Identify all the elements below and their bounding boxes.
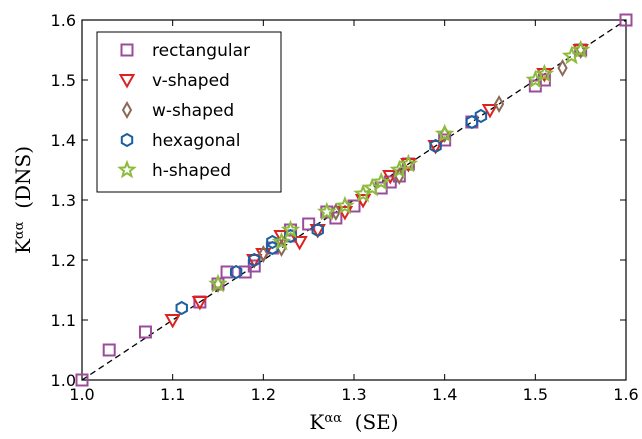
hexagonal-point	[284, 228, 297, 244]
w-shaped-point	[258, 244, 269, 264]
legend-label: w-shaped	[152, 101, 234, 121]
w-shaped-point	[493, 94, 505, 114]
legend-item-rectangular: rectangular	[120, 41, 250, 61]
x-tick-label: 1.4	[432, 385, 457, 404]
hexagonal-point	[248, 252, 261, 268]
y-tick-label: 1.4	[51, 131, 76, 150]
w-shaped-point	[276, 238, 287, 258]
y-tick-label: 1.0	[51, 371, 76, 390]
rectangular-point	[138, 325, 152, 339]
x-tick-label: 1.1	[160, 385, 185, 404]
h-shaped-point	[570, 39, 591, 59]
h-shaped-point	[371, 171, 391, 191]
legend-item-w-shaped: w-shaped	[121, 100, 234, 121]
hexagonal-point	[229, 264, 243, 280]
series-hexagonal	[175, 108, 488, 316]
x-tick-label: 1.0	[69, 385, 94, 404]
v-shaped-point	[382, 170, 399, 185]
h-shaped-point	[280, 219, 301, 239]
rectangular-point	[220, 265, 234, 279]
v-shaped-point	[481, 104, 499, 119]
hexagonal-point	[429, 138, 442, 154]
y-tick-label: 1.3	[51, 191, 76, 210]
hexagonal-point	[474, 108, 488, 124]
x-tick-label: 1.3	[341, 385, 366, 404]
rectangular-point	[102, 343, 116, 357]
h-shaped-point	[317, 201, 337, 221]
h-shaped-legend-marker	[117, 159, 137, 179]
hexagonal-legend-marker	[120, 132, 134, 148]
rectangular-legend-marker	[120, 43, 134, 57]
hexagonal-point	[311, 222, 324, 238]
v-shaped-point	[336, 206, 354, 221]
y-axis-label: Kαα (DNS)	[11, 146, 35, 254]
rectangular-point	[619, 13, 633, 27]
axis-ticks: 1.0 1.1 1.2 1.3 1.4 1.5 1.6 1.0 1.1 1.2 1.3 1.4 1.5 1…	[51, 11, 639, 404]
y-tick-label: 1.5	[51, 71, 76, 90]
h-shaped-point	[534, 63, 555, 83]
legend-label: v-shaped	[152, 71, 230, 91]
legend: rectangular v-shaped w-shaped hexagonal h-sh…	[96, 31, 282, 193]
hexagonal-point	[175, 300, 188, 316]
x-axis-label: Kαα (SE)	[309, 410, 398, 434]
w-shaped-point	[557, 58, 568, 78]
legend-label: h-shaped	[152, 161, 231, 181]
rectangular-point	[247, 259, 261, 273]
legend-item-h-shaped: h-shaped	[117, 159, 231, 181]
y-tick-label: 1.1	[51, 311, 76, 330]
v-shaped-point	[191, 296, 209, 311]
rectangular-point	[75, 373, 89, 387]
x-tick-label: 1.6	[613, 385, 638, 404]
h-shaped-point	[271, 231, 292, 251]
v-shaped-point	[164, 314, 181, 329]
x-tick-label: 1.5	[523, 385, 548, 404]
series-h-shaped	[208, 39, 591, 293]
legend-item-v-shaped: v-shaped	[118, 71, 230, 91]
w-shaped-legend-marker	[121, 100, 133, 120]
v-shaped-legend-marker	[118, 74, 136, 89]
y-tick-label: 1.6	[51, 11, 76, 30]
legend-label: hexagonal	[152, 131, 241, 151]
y-tick-label: 1.2	[51, 251, 76, 270]
x-tick-label: 1.2	[251, 385, 276, 404]
v-shaped-point	[354, 194, 372, 209]
legend-label: rectangular	[152, 41, 250, 61]
h-shaped-point	[398, 153, 419, 173]
w-shaped-point	[394, 166, 405, 186]
v-shaped-point	[291, 236, 308, 251]
data-points	[75, 13, 633, 387]
legend-item-hexagonal: hexagonal	[120, 131, 241, 151]
h-shaped-point	[434, 123, 455, 143]
h-shaped-point	[335, 195, 355, 215]
h-shaped-point	[208, 273, 228, 293]
